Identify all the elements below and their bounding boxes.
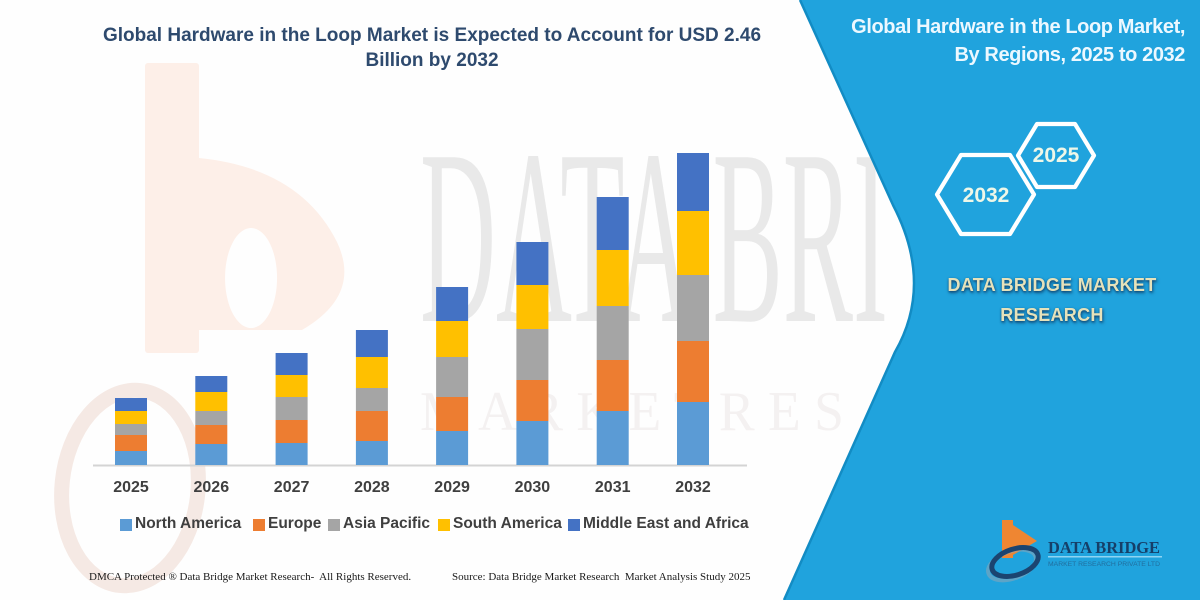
svg-text:2032: 2032 — [963, 184, 1010, 207]
svg-text:DATA BRI: DATA BRI — [420, 99, 888, 376]
svg-text:2025: 2025 — [1033, 144, 1080, 167]
svg-text:MARKET RESEARCH PRIVATE LTD: MARKET RESEARCH PRIVATE LTD — [1048, 561, 1160, 568]
svg-text:M A R K E T R E S: M A R K E T R E S — [420, 381, 844, 443]
svg-text:DATA BRIDGE: DATA BRIDGE — [1048, 538, 1160, 557]
